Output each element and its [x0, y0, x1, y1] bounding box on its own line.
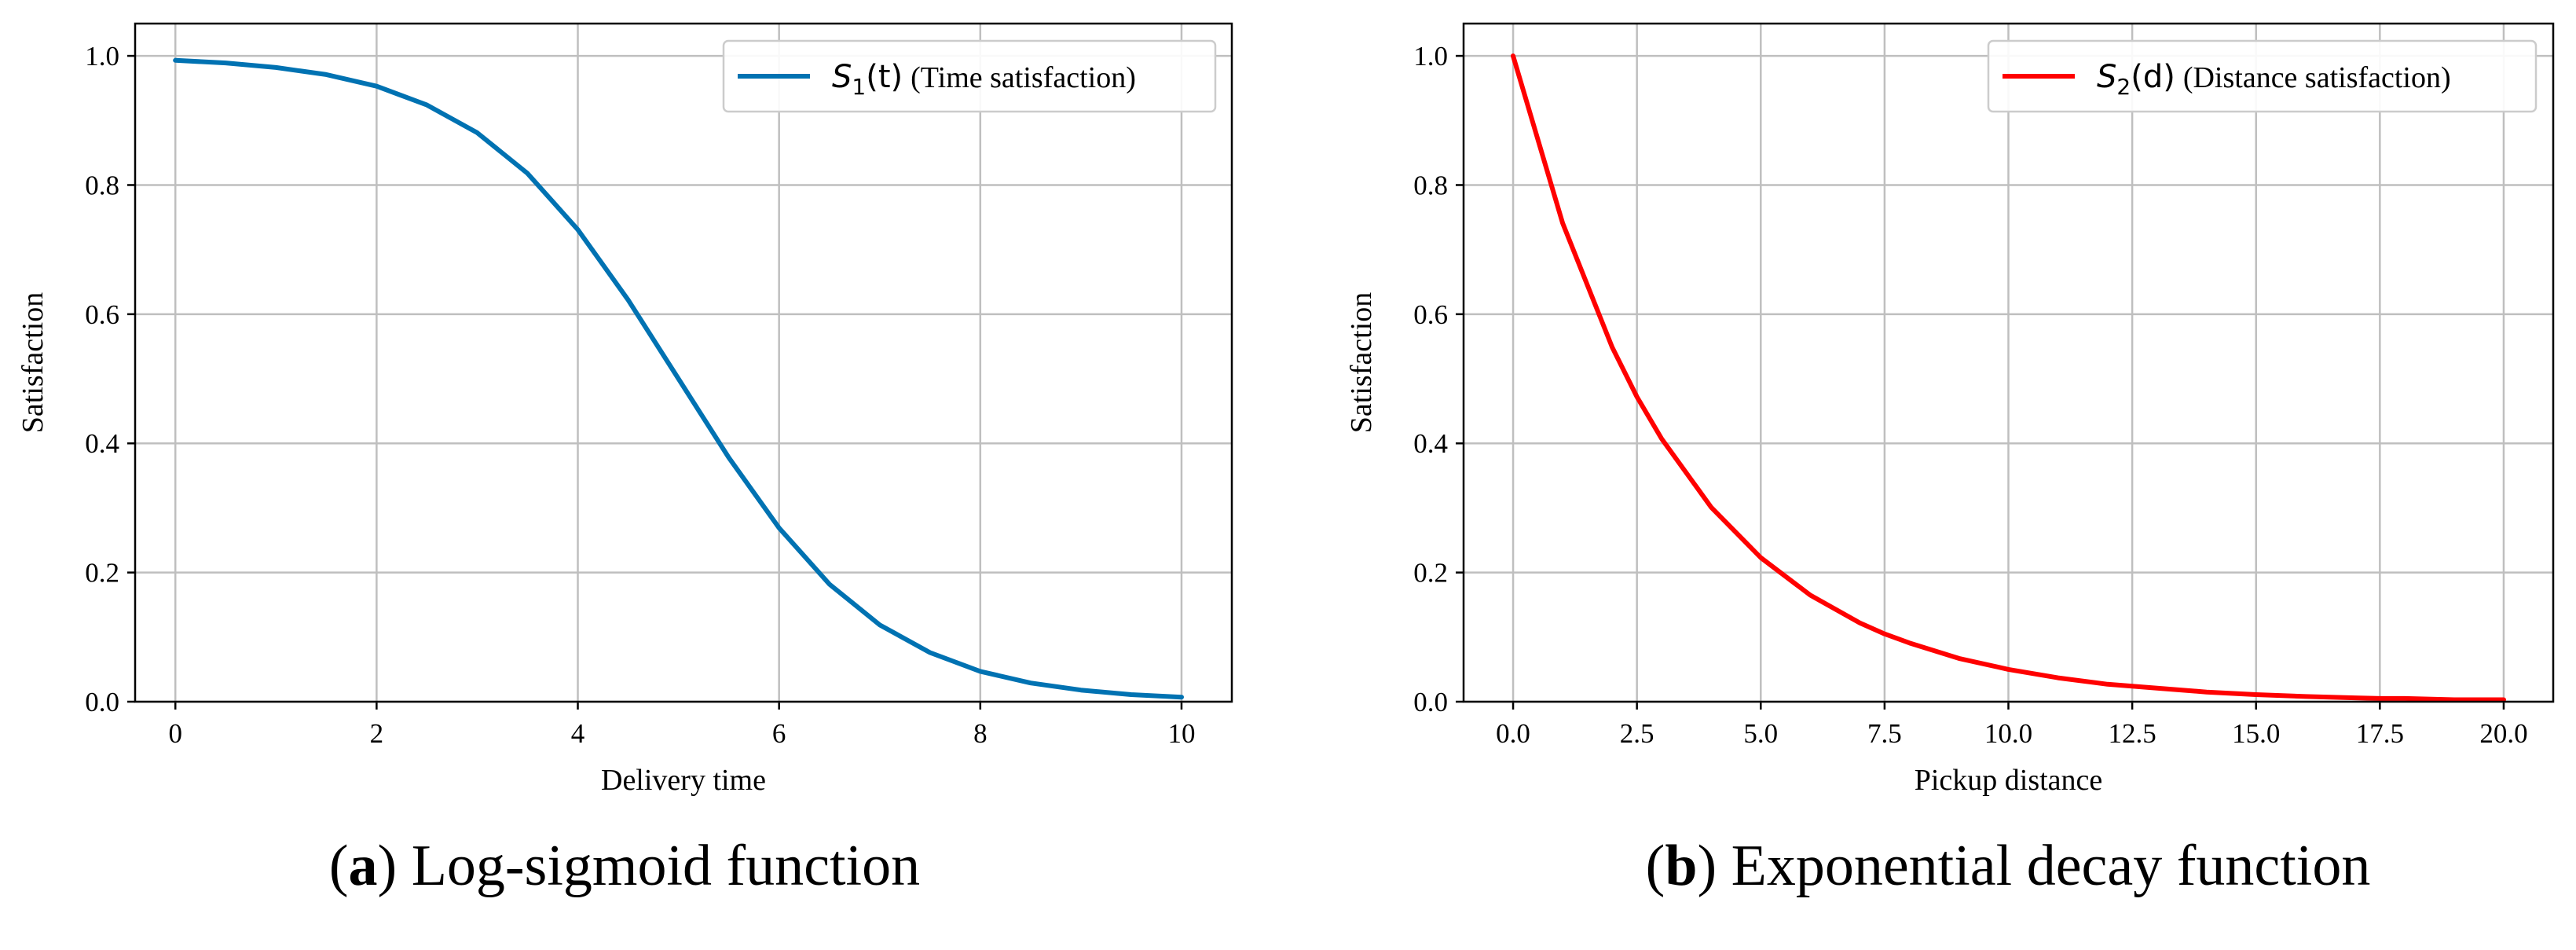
x-tick-label: 6	[772, 718, 786, 749]
x-tick-label: 20.0	[2479, 718, 2527, 749]
plot-frame	[134, 22, 1233, 703]
legend-math-argument: (t)	[866, 59, 903, 95]
x-tick-label: 8	[973, 718, 988, 749]
y-tick-label: 0.2	[85, 558, 119, 589]
y-tick-label: 1.0	[1413, 41, 1448, 72]
panel-caption: (b) Exponential decay function	[1646, 834, 2371, 898]
plot-frame	[1462, 22, 2555, 703]
legend-math-symbol: S	[832, 59, 852, 95]
legend-math-subscript: 1	[852, 74, 866, 100]
x-tick-label: 5.0	[1743, 718, 1778, 749]
legend-math-argument: (d)	[2131, 59, 2175, 95]
legend: S1(t) (Time satisfaction)	[722, 39, 1217, 113]
caption-text: Log-sigmoid function	[412, 834, 920, 898]
y-tick-label: 0.6	[85, 299, 119, 330]
x-tick-label: 17.5	[2356, 718, 2404, 749]
legend-math-symbol: S	[2097, 59, 2116, 95]
legend: S2(d) (Distance satisfaction)	[1987, 39, 2538, 113]
x-tick-label: 10.0	[1984, 718, 2032, 749]
legend-label: S1(t) (Time satisfaction)	[832, 59, 1136, 100]
x-axis-label: Delivery time	[601, 764, 766, 797]
x-tick-label: 0.0	[1496, 718, 1530, 749]
y-tick-label: 0.8	[85, 170, 119, 200]
legend-box	[1987, 39, 2538, 113]
y-tick-label: 0.0	[85, 687, 119, 717]
legend-description: (Distance satisfaction)	[2183, 61, 2451, 94]
x-tick-label: 15.0	[2232, 718, 2280, 749]
legend-math-subscript: 2	[2116, 74, 2131, 100]
y-tick-label: 1.0	[85, 41, 119, 72]
legend-label: S2(d) (Distance satisfaction)	[2097, 59, 2451, 100]
x-tick-label: 4	[571, 718, 585, 749]
x-tick-label: 10	[1167, 718, 1195, 749]
caption-text: Exponential decay function	[1731, 834, 2371, 898]
caption-close-paren: )	[378, 834, 412, 898]
chart-panel-b: 0.0 2.5 5.0 7.5 10.0 12.5 15.0 17.5 20.0 0.0 0.2 0.…	[1345, 22, 2555, 898]
x-tick-label: 2.5	[1620, 718, 1654, 749]
x-tick-label: 0	[168, 718, 182, 749]
chart-panel-a: 0 2 4 6 8 10 0.0 0.2 0.4 0.6 0.8 1.0 Delivery time Sa…	[16, 22, 1233, 898]
x-axis-label: Pickup distance	[1915, 764, 2103, 797]
y-tick-label: 0.6	[1413, 299, 1448, 330]
y-tick-label: 0.8	[1413, 170, 1448, 200]
x-tick-label: 2	[370, 718, 384, 749]
caption-open-paren: (	[1646, 834, 1665, 898]
x-tick-label: 12.5	[2108, 718, 2156, 749]
y-tick-label: 0.4	[85, 428, 119, 459]
y-tick-label: 0.4	[1413, 428, 1448, 459]
y-axis-label: Satisfaction	[1345, 292, 1378, 433]
caption-open-paren: (	[329, 834, 349, 898]
series-line	[173, 57, 1184, 700]
caption-label: b	[1665, 834, 1697, 898]
caption-label: a	[349, 834, 378, 898]
y-axis-label: Satisfaction	[16, 292, 49, 433]
y-tick-label: 0.0	[1413, 687, 1448, 717]
series-line	[1511, 53, 2506, 702]
caption-close-paren: )	[1697, 834, 1731, 898]
x-tick-label: 7.5	[1867, 718, 1902, 749]
y-tick-label: 0.2	[1413, 558, 1448, 589]
legend-box	[722, 39, 1217, 113]
panel-caption: (a) Log-sigmoid function	[329, 834, 920, 898]
legend-description: (Time satisfaction)	[911, 61, 1136, 94]
